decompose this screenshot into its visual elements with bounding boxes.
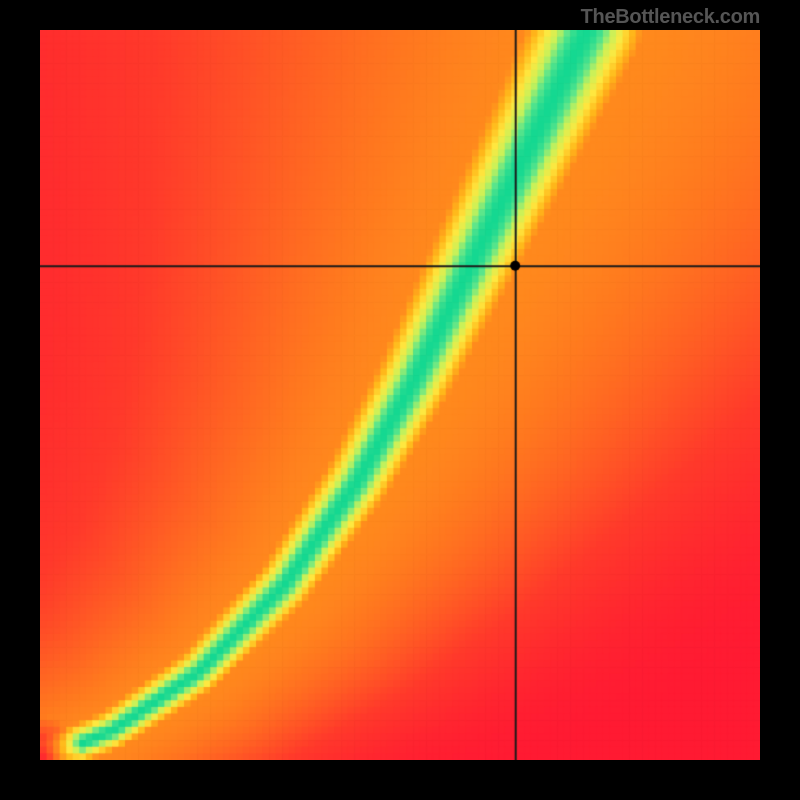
- watermark-text: TheBottleneck.com: [581, 6, 760, 29]
- heatmap-canvas: [40, 30, 760, 760]
- chart-container: TheBottleneck.com: [0, 0, 800, 800]
- plot-area: [40, 30, 760, 760]
